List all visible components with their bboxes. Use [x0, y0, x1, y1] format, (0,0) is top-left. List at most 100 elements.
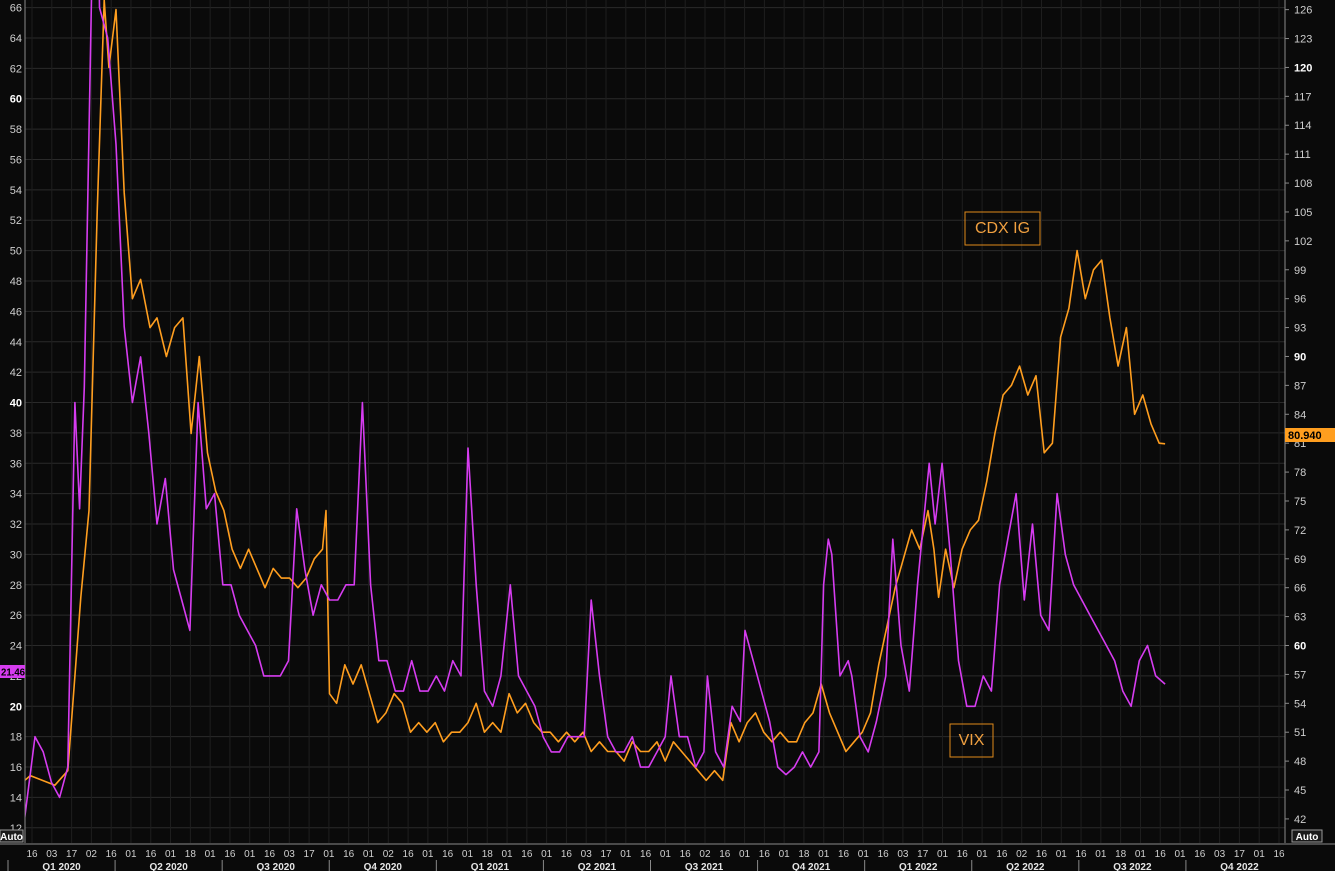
- left-axis-tick-label: 18: [10, 732, 22, 744]
- left-axis-tick-label: 32: [10, 519, 22, 531]
- x-tick-label: 01: [541, 849, 553, 860]
- right-axis-tick-label: 69: [1294, 554, 1306, 566]
- quarter-label: Q2 2022: [1006, 862, 1045, 871]
- right-axis-tick-label: 90: [1294, 351, 1306, 363]
- x-tick-label: 16: [1076, 849, 1088, 860]
- x-tick-label: 18: [798, 849, 810, 860]
- left-axis-tick-label: 38: [10, 428, 22, 440]
- x-tick-label: 01: [125, 849, 137, 860]
- x-tick-label: 17: [304, 849, 316, 860]
- cdx-last-value-badge: [1285, 428, 1335, 442]
- left-axis-tick-label: 52: [10, 215, 22, 227]
- gridlines: [25, 0, 1285, 843]
- quarter-label: Q1 2020: [42, 862, 81, 871]
- right-axis-tick-label: 84: [1294, 409, 1306, 421]
- x-tick-label: 16: [442, 849, 454, 860]
- left-axis-tick-label: 28: [10, 580, 22, 592]
- x-tick-label: 01: [323, 849, 335, 860]
- x-tick-label: 01: [363, 849, 375, 860]
- x-tick-label: 16: [996, 849, 1008, 860]
- quarter-label: Q4 2022: [1220, 862, 1259, 871]
- x-tick-label: 01: [501, 849, 513, 860]
- x-tick-label: 01: [937, 849, 949, 860]
- x-tick-label: 01: [422, 849, 434, 860]
- series-lines: [25, 0, 1166, 821]
- x-tick-label: 01: [779, 849, 791, 860]
- x-tick-label: 16: [957, 849, 969, 860]
- left-axis-tick-label: 46: [10, 306, 22, 318]
- x-tick-label: 17: [600, 849, 612, 860]
- x-tick-label: 16: [759, 849, 771, 860]
- x-tick-label: 16: [145, 849, 157, 860]
- x-tick-label: 16: [26, 849, 38, 860]
- x-tick-label: 01: [977, 849, 989, 860]
- right-axis-auto-box[interactable]: [1291, 829, 1323, 843]
- quarter-label: Q1 2022: [899, 862, 938, 871]
- right-axis-tick-label: 99: [1294, 265, 1306, 277]
- quarter-label: Q3 2020: [257, 862, 296, 871]
- x-tick-label: 16: [1273, 849, 1285, 860]
- cdx-last-value-text: 80.940: [1288, 430, 1322, 442]
- x-tick-label: 18: [482, 849, 494, 860]
- x-tick-label: 02: [86, 849, 98, 860]
- right-axis-tick-label: 96: [1294, 294, 1306, 306]
- x-tick-label: 16: [224, 849, 236, 860]
- quarter-label: Q3 2022: [1113, 862, 1152, 871]
- x-tick-label: 16: [1155, 849, 1167, 860]
- right-axis-tick-label: 93: [1294, 323, 1306, 335]
- right-axis-tick-label: 123: [1294, 34, 1312, 46]
- x-tick-label: 01: [1174, 849, 1186, 860]
- left-axis-tick-label: 30: [10, 549, 22, 561]
- left-axis-tick-label: 36: [10, 458, 22, 470]
- x-tick-label: 17: [66, 849, 78, 860]
- x-tick-label: 18: [1115, 849, 1127, 860]
- left-axis-tick-label: 56: [10, 154, 22, 166]
- quarter-label: Q4 2020: [364, 862, 403, 871]
- left-axis-tick-label: 24: [10, 641, 22, 653]
- cdx-annotation-box: [964, 211, 1041, 246]
- x-tick-label: 02: [699, 849, 711, 860]
- x-tick-label: 01: [1254, 849, 1266, 860]
- x-tick-label: 16: [106, 849, 118, 860]
- x-tick-label: 02: [1016, 849, 1028, 860]
- right-axis-tick-label: 105: [1294, 207, 1312, 219]
- x-tick-label: 03: [581, 849, 593, 860]
- x-tick-label: 03: [897, 849, 909, 860]
- left-axis-tick-label: 16: [10, 762, 22, 774]
- left-axis-auto-box[interactable]: [0, 829, 24, 843]
- x-tick-label: 01: [1056, 849, 1068, 860]
- left-axis-tick-label: 58: [10, 124, 22, 136]
- x-tick-label: 16: [403, 849, 415, 860]
- right-axis-tick-label: 102: [1294, 236, 1312, 248]
- x-tick-label: 16: [838, 849, 850, 860]
- quarter-label: Q2 2021: [578, 862, 617, 871]
- right-axis-tick-label: 117: [1294, 91, 1312, 103]
- right-axis-tick-label: 57: [1294, 669, 1306, 681]
- x-tick-label: 01: [1095, 849, 1107, 860]
- right-axis-tick-label: 111: [1294, 149, 1311, 161]
- vix-annotation-box: [949, 723, 994, 758]
- right-axis-auto-label: Auto: [1296, 832, 1319, 843]
- left-axis-tick-label: 54: [10, 185, 22, 197]
- vix-last-value-badge: [0, 665, 25, 678]
- left-axis-tick-label: 34: [10, 489, 22, 501]
- x-tick-label: 01: [1135, 849, 1147, 860]
- vix-last-value-text: 21.46: [1, 668, 25, 679]
- x-tick-label: 16: [719, 849, 731, 860]
- right-axis-tick-label: 114: [1294, 120, 1312, 132]
- left-axis-tick-label: 62: [10, 63, 22, 75]
- left-axis-tick-label: 26: [10, 610, 22, 622]
- left-axis-tick-label: 42: [10, 367, 22, 379]
- right-axis-tick-label: 42: [1294, 814, 1306, 826]
- x-tick-label: 17: [1234, 849, 1246, 860]
- x-tick-label: 16: [343, 849, 355, 860]
- left-axis-tick-label: 60: [10, 94, 22, 106]
- x-tick-label: 18: [185, 849, 197, 860]
- x-tick-label: 01: [858, 849, 870, 860]
- quarter-label: Q3 2021: [685, 862, 724, 871]
- right-axis-tick-label: 48: [1294, 756, 1306, 768]
- left-axis-tick-label: 20: [10, 701, 22, 713]
